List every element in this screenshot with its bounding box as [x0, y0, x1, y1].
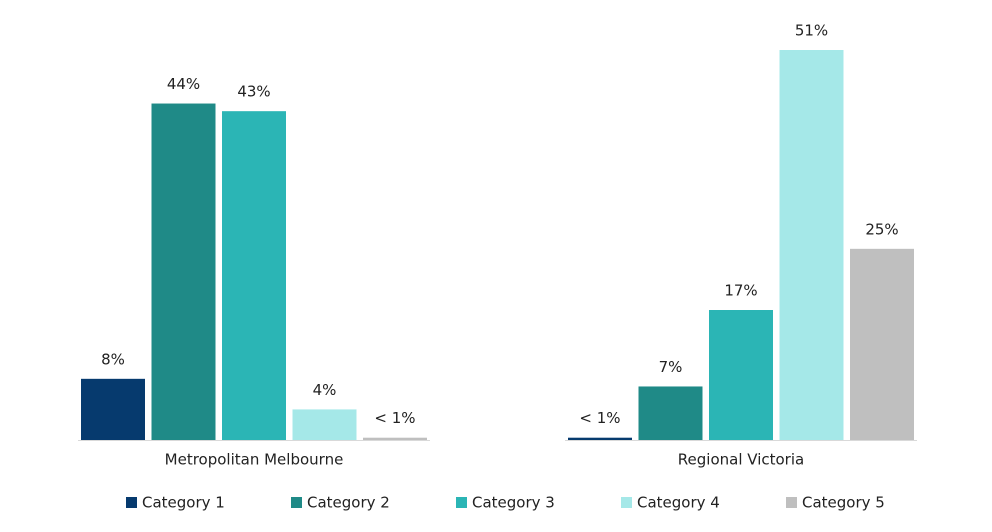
value-label: 8%: [101, 350, 125, 368]
bar: [81, 378, 145, 440]
value-label: 17%: [724, 282, 757, 300]
value-label: 43%: [237, 83, 270, 101]
bar: [151, 103, 216, 440]
value-label: < 1%: [579, 409, 620, 427]
bar: [638, 386, 703, 440]
value-label: 25%: [865, 220, 898, 238]
bar: [568, 437, 632, 440]
legend-label: Category 2: [307, 494, 390, 512]
bar: [222, 111, 286, 441]
value-label: 4%: [313, 381, 337, 399]
value-label: 7%: [659, 358, 683, 376]
bar: [292, 409, 357, 440]
legend-swatch: [291, 497, 302, 508]
bar: [363, 437, 427, 440]
legend-label: Category 4: [637, 494, 720, 512]
legend-swatch: [126, 497, 137, 508]
legend-label: Category 5: [802, 494, 885, 512]
bar: [779, 50, 844, 440]
legend-swatch: [786, 497, 797, 508]
value-label: < 1%: [374, 409, 415, 427]
group-label: Regional Victoria: [678, 451, 804, 469]
value-label: 51%: [795, 22, 828, 40]
value-label: 44%: [167, 75, 200, 93]
legend-label: Category 3: [472, 494, 555, 512]
legend-swatch: [621, 497, 632, 508]
legend-label: Category 1: [142, 494, 225, 512]
group-label: Metropolitan Melbourne: [165, 451, 344, 469]
legend-swatch: [456, 497, 467, 508]
bar: [850, 248, 914, 440]
bar: [709, 310, 773, 440]
